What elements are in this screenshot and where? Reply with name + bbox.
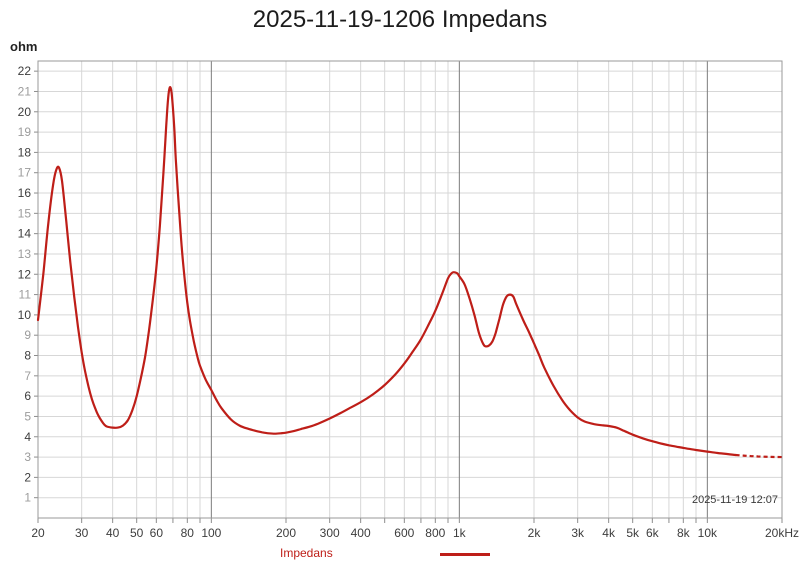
impedance-curve xyxy=(36,86,737,457)
x-tick-label: 10k xyxy=(698,526,718,540)
x-tick-label: 2k xyxy=(528,526,542,540)
y-tick-label: 11 xyxy=(19,288,32,302)
x-tick-label: 40 xyxy=(106,526,120,540)
y-tick-label: 20 xyxy=(18,105,32,119)
y-tick-label: 15 xyxy=(18,206,32,220)
page-title: 2025-11-19-1206 Impedans xyxy=(252,6,548,33)
x-tick-label: 4k xyxy=(602,526,616,540)
y-tick-label: 22 xyxy=(18,64,32,78)
x-tick-label: 30 xyxy=(75,526,89,540)
x-tick-label: 3k xyxy=(571,526,585,540)
y-axis-unit-label: ohm xyxy=(10,39,38,54)
y-tick-label: 17 xyxy=(18,166,32,180)
x-tick-label: 400 xyxy=(351,526,371,540)
y-tick-label: 8 xyxy=(24,349,31,363)
legend-line-swatch xyxy=(440,553,490,556)
y-tick-label: 9 xyxy=(24,328,31,342)
y-tick-label: 16 xyxy=(18,186,32,200)
measurement-timestamp: 2025-11-19 12:07 xyxy=(691,494,778,506)
y-tick-label: 5 xyxy=(24,409,31,423)
x-tick-label: 5k xyxy=(626,526,640,540)
y-tick-label: 6 xyxy=(24,389,31,403)
x-tick-label: 200 xyxy=(276,526,296,540)
y-tick-label: 18 xyxy=(18,145,32,159)
x-tick-label: 300 xyxy=(320,526,340,540)
y-tick-label: 13 xyxy=(18,247,32,261)
x-tick-label: 20 xyxy=(31,526,45,540)
x-tick-label: 1k xyxy=(453,526,467,540)
x-tick-label: 100 xyxy=(201,526,221,540)
x-tick-label: 600 xyxy=(394,526,414,540)
plot-border xyxy=(37,60,783,519)
impedance-curve-dashed-tail xyxy=(735,453,783,459)
y-tick-label: 12 xyxy=(18,267,32,281)
x-tick-label: 6k xyxy=(646,526,660,540)
y-tick-label: 10 xyxy=(18,308,32,322)
y-tick-label: 2 xyxy=(24,470,31,484)
x-tick-label: 8k xyxy=(677,526,691,540)
y-tick-label: 14 xyxy=(18,227,32,241)
x-tick-label: 60 xyxy=(150,526,164,540)
x-tick-label: 800 xyxy=(425,526,445,540)
x-tick-label: 20kHz xyxy=(765,526,799,540)
y-tick-label: 3 xyxy=(24,450,31,464)
x-tick-label: 50 xyxy=(130,526,144,540)
y-tick-label: 19 xyxy=(18,125,32,139)
y-tick-label: 7 xyxy=(24,369,31,383)
x-tick-label: 80 xyxy=(181,526,195,540)
y-tick-label: 21 xyxy=(18,84,32,98)
y-tick-label: 1 xyxy=(24,491,31,505)
legend: Impedans xyxy=(0,545,800,565)
legend-series-label: Impedans xyxy=(280,546,333,560)
y-tick-label: 4 xyxy=(24,430,31,444)
